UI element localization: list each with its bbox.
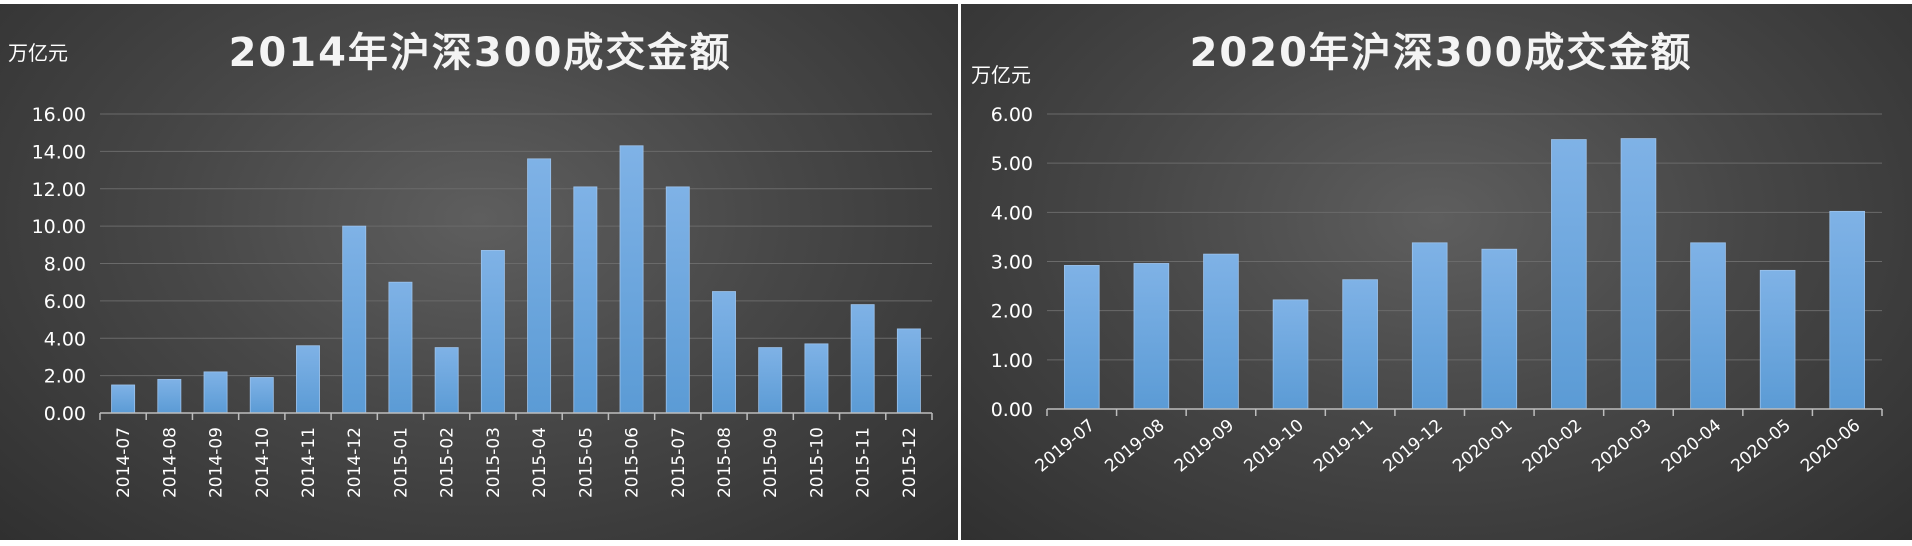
bar [249,377,274,414]
y-tick-label: 2.00 [991,301,1033,323]
x-tick-label: 2019-12 [1380,416,1447,477]
bar [804,343,829,414]
x-tick-label: 2019-11 [1310,416,1377,477]
bar [619,145,644,414]
bar [573,186,598,414]
y-axis-unit-label: 万亿元 [971,63,1031,87]
bar [712,291,736,414]
chart-2014-svg: 2014年沪深300成交金额 万亿元 0.00 2.00 4.00 6.00 8.00 1… [8,30,933,498]
bar [388,281,413,414]
x-tick-label: 2014-08 [160,427,180,498]
bar [480,250,505,414]
x-tick-label: 2015-04 [530,427,550,498]
y-axis-unit-label: 万亿元 [8,41,68,65]
y-tick-label: 8.00 [44,254,86,276]
x-tick-label: 2015-11 [854,427,874,498]
y-tick-label: 3.00 [991,252,1033,274]
y-tick-label: 2.00 [44,366,86,388]
x-tick-label: 2019-07 [1032,416,1099,477]
x-tick-label: 2015-12 [900,427,920,498]
x-tick-label: 2015-02 [438,427,458,498]
bar [896,328,921,414]
bar [1829,210,1866,410]
bar [1620,138,1657,410]
bar [758,347,783,414]
y-tick-label: 4.00 [991,202,1033,224]
x-tick-label: 2019-09 [1171,416,1238,477]
x-tick-label: 2014-07 [114,427,134,498]
bar [434,347,459,414]
bar [1272,299,1309,410]
x-tick-label: 2015-06 [623,427,643,498]
x-tick-label: 2015-03 [484,427,504,498]
bar [1342,279,1378,410]
x-tick-label: 2020-04 [1658,416,1725,477]
x-tick-label: 2015-10 [807,427,827,498]
bar [1551,139,1587,410]
bar [527,158,552,414]
x-tick-label: 2014-10 [253,427,273,498]
y-tick-label: 16.00 [32,104,86,126]
bar [1063,265,1100,410]
x-tick-label: 2020-01 [1449,416,1516,477]
x-tick-label: 2020-02 [1519,416,1586,477]
chart-title: 2014年沪深300成交金额 [229,30,732,76]
chart-panel-2020: 2020年沪深300成交金额 万亿元 0.00 1.00 2.00 3.00 4.00 5… [961,4,1912,540]
x-tick-label: 2015-08 [715,427,735,498]
y-tick-label: 1.00 [991,350,1033,372]
x-tick-label: 2014-11 [299,427,319,498]
bar [296,345,320,414]
bar [1133,263,1170,410]
x-tick-label: 2015-09 [761,427,781,498]
x-tick-label: 2014-09 [207,427,227,498]
y-tick-label: 6.00 [991,104,1033,126]
x-tick-label: 2015-05 [576,427,596,498]
x-tick-label: 2019-10 [1240,416,1307,477]
bar [1690,242,1726,410]
y-tick-label: 14.00 [32,141,86,163]
chart-2020-svg: 2020年沪深300成交金额 万亿元 0.00 1.00 2.00 3.00 4.00 5… [971,30,1883,477]
y-tick-label: 10.00 [32,216,86,238]
x-tick-label: 2015-07 [669,427,689,498]
bar [1481,248,1518,410]
x-tick-label: 2019-08 [1101,416,1168,477]
bar [850,304,875,414]
y-tick-label: 5.00 [991,153,1033,175]
bar [342,225,367,414]
x-tick-label: 2020-03 [1588,416,1655,477]
bar [111,384,136,414]
y-tick-label: 6.00 [44,291,86,313]
chart-panel-2014: 2014年沪深300成交金额 万亿元 0.00 2.00 4.00 6.00 8.00 1… [0,4,958,540]
bar [157,378,182,414]
bar [1759,269,1796,410]
x-tick-label: 2014-12 [345,427,365,498]
y-tick-label: 0.00 [991,399,1033,421]
x-tick-label: 2020-05 [1728,416,1795,477]
y-tick-label: 12.00 [32,179,86,201]
chart-title: 2020年沪深300成交金额 [1190,30,1693,76]
x-tick-label: 2015-01 [391,427,411,498]
y-tick-label: 4.00 [44,328,86,350]
bar [203,371,228,414]
x-tick-label: 2020-06 [1797,416,1864,477]
bar [665,186,690,414]
bar [1203,253,1239,410]
bar [1411,242,1448,410]
y-tick-label: 0.00 [44,403,86,425]
